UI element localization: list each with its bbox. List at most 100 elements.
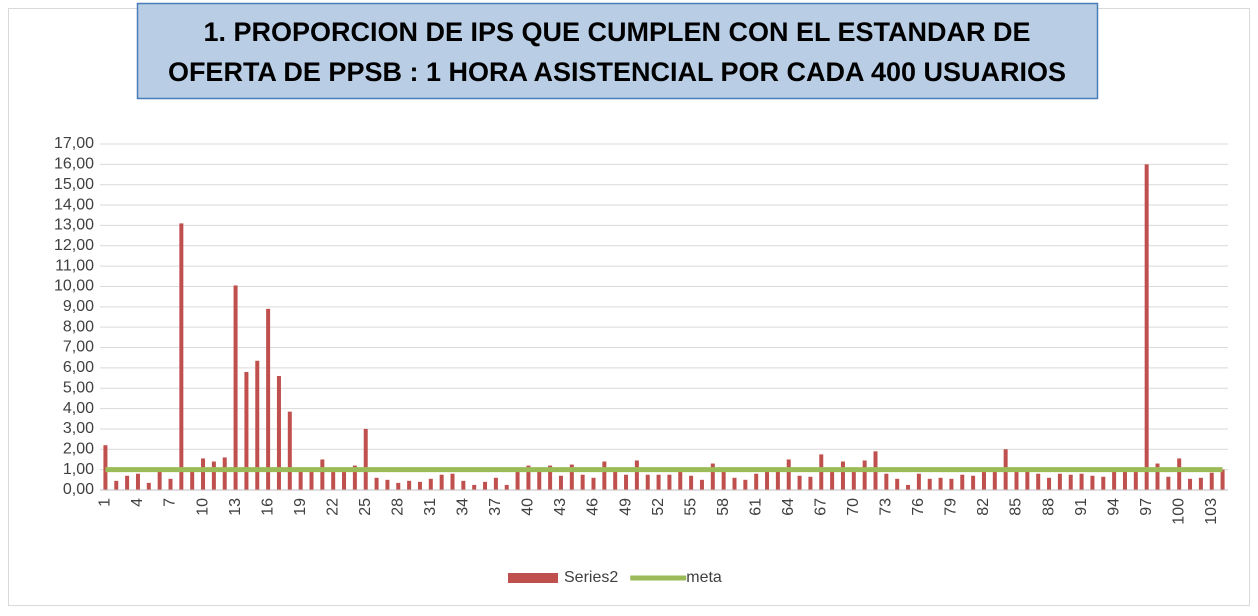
chart-title: OFERTA DE PPSB : 1 HORA ASISTENCIAL POR … bbox=[168, 57, 1066, 87]
bar bbox=[992, 469, 997, 490]
bar bbox=[1079, 473, 1084, 490]
bar bbox=[884, 473, 889, 490]
bar bbox=[168, 478, 173, 490]
bar bbox=[201, 458, 206, 490]
bar bbox=[125, 475, 130, 490]
bar bbox=[504, 484, 509, 490]
bar bbox=[830, 469, 835, 490]
x-tick-label: 94 bbox=[1105, 498, 1122, 516]
bar bbox=[385, 479, 390, 490]
bar bbox=[537, 467, 542, 490]
bar bbox=[1101, 476, 1106, 490]
title-box bbox=[136, 2, 1099, 100]
bar bbox=[862, 460, 867, 490]
y-tick-label: 16,00 bbox=[54, 156, 94, 173]
legend-swatch bbox=[508, 573, 558, 583]
bar bbox=[732, 477, 737, 490]
bar bbox=[244, 371, 249, 490]
bar bbox=[797, 475, 802, 490]
bar bbox=[1025, 471, 1030, 490]
x-tick-label: 28 bbox=[389, 498, 406, 516]
x-tick-label: 22 bbox=[324, 498, 341, 516]
bar bbox=[1122, 469, 1127, 490]
x-tick-label: 52 bbox=[650, 498, 667, 516]
bar bbox=[1155, 463, 1160, 490]
bar bbox=[721, 469, 726, 490]
y-tick-label: 5,00 bbox=[63, 379, 94, 396]
bar bbox=[255, 360, 260, 490]
x-tick-label: 49 bbox=[617, 498, 634, 516]
bar bbox=[938, 477, 943, 490]
y-tick-label: 2,00 bbox=[63, 441, 94, 458]
x-tick-label: 25 bbox=[357, 498, 374, 516]
x-tick-label: 31 bbox=[422, 498, 439, 516]
y-tick-label: 14,00 bbox=[54, 196, 94, 213]
bar bbox=[374, 477, 379, 490]
bar bbox=[971, 475, 976, 490]
chart-title: 1. PROPORCION DE IPS QUE CUMPLEN CON EL … bbox=[203, 17, 1030, 47]
x-tick-label: 58 bbox=[715, 498, 732, 516]
bar bbox=[190, 467, 195, 490]
bar bbox=[352, 465, 357, 490]
bar bbox=[981, 471, 986, 490]
x-tick-label: 61 bbox=[747, 498, 764, 516]
x-tick-label: 46 bbox=[585, 498, 602, 516]
bar bbox=[765, 469, 770, 490]
bar bbox=[699, 479, 704, 490]
x-tick-label: 4 bbox=[129, 498, 146, 507]
bar bbox=[450, 473, 455, 490]
y-tick-label: 11,00 bbox=[55, 257, 94, 274]
bar bbox=[526, 465, 531, 490]
bar bbox=[135, 473, 140, 490]
bar bbox=[146, 482, 151, 490]
bar bbox=[396, 482, 401, 490]
x-tick-label: 13 bbox=[227, 498, 244, 516]
bar bbox=[819, 454, 824, 490]
bar bbox=[1198, 477, 1203, 490]
bar bbox=[320, 459, 325, 490]
x-tick-label: 34 bbox=[455, 498, 472, 516]
bar bbox=[634, 460, 639, 490]
bar bbox=[710, 463, 715, 490]
x-tick-label: 70 bbox=[845, 498, 862, 516]
y-tick-label: 9,00 bbox=[63, 298, 94, 315]
bar bbox=[1068, 474, 1073, 490]
bar bbox=[407, 480, 412, 490]
x-tick-label: 67 bbox=[812, 498, 829, 516]
x-tick-label: 88 bbox=[1040, 498, 1057, 516]
x-tick-label: 76 bbox=[910, 498, 927, 516]
bar bbox=[417, 481, 422, 490]
bar bbox=[580, 474, 585, 490]
bar bbox=[1036, 473, 1041, 490]
bar bbox=[1177, 458, 1182, 490]
x-tick-label: 10 bbox=[194, 498, 211, 516]
x-tick-label: 55 bbox=[682, 498, 699, 516]
bar bbox=[602, 461, 607, 490]
bar bbox=[179, 223, 184, 490]
bar bbox=[927, 478, 932, 490]
bar bbox=[569, 464, 574, 490]
x-tick-label: 82 bbox=[975, 498, 992, 516]
bar bbox=[1090, 475, 1095, 490]
bar bbox=[428, 478, 433, 490]
bar bbox=[667, 474, 672, 490]
legend-label: Series2 bbox=[564, 569, 618, 586]
bar bbox=[1144, 164, 1149, 490]
bar bbox=[157, 471, 162, 490]
bar bbox=[114, 480, 119, 490]
x-tick-label: 7 bbox=[162, 498, 179, 507]
x-tick-label: 100 bbox=[1170, 498, 1187, 525]
bar bbox=[1047, 477, 1052, 490]
bar bbox=[472, 484, 477, 490]
bar bbox=[1112, 471, 1117, 490]
x-tick-label: 85 bbox=[1008, 498, 1025, 516]
x-tick-label: 73 bbox=[878, 498, 895, 516]
bar bbox=[895, 478, 900, 490]
bar bbox=[775, 469, 780, 490]
bar bbox=[678, 471, 683, 490]
bar bbox=[211, 461, 216, 490]
bar bbox=[233, 285, 238, 490]
x-tick-label: 19 bbox=[292, 498, 309, 516]
bar bbox=[548, 465, 553, 490]
